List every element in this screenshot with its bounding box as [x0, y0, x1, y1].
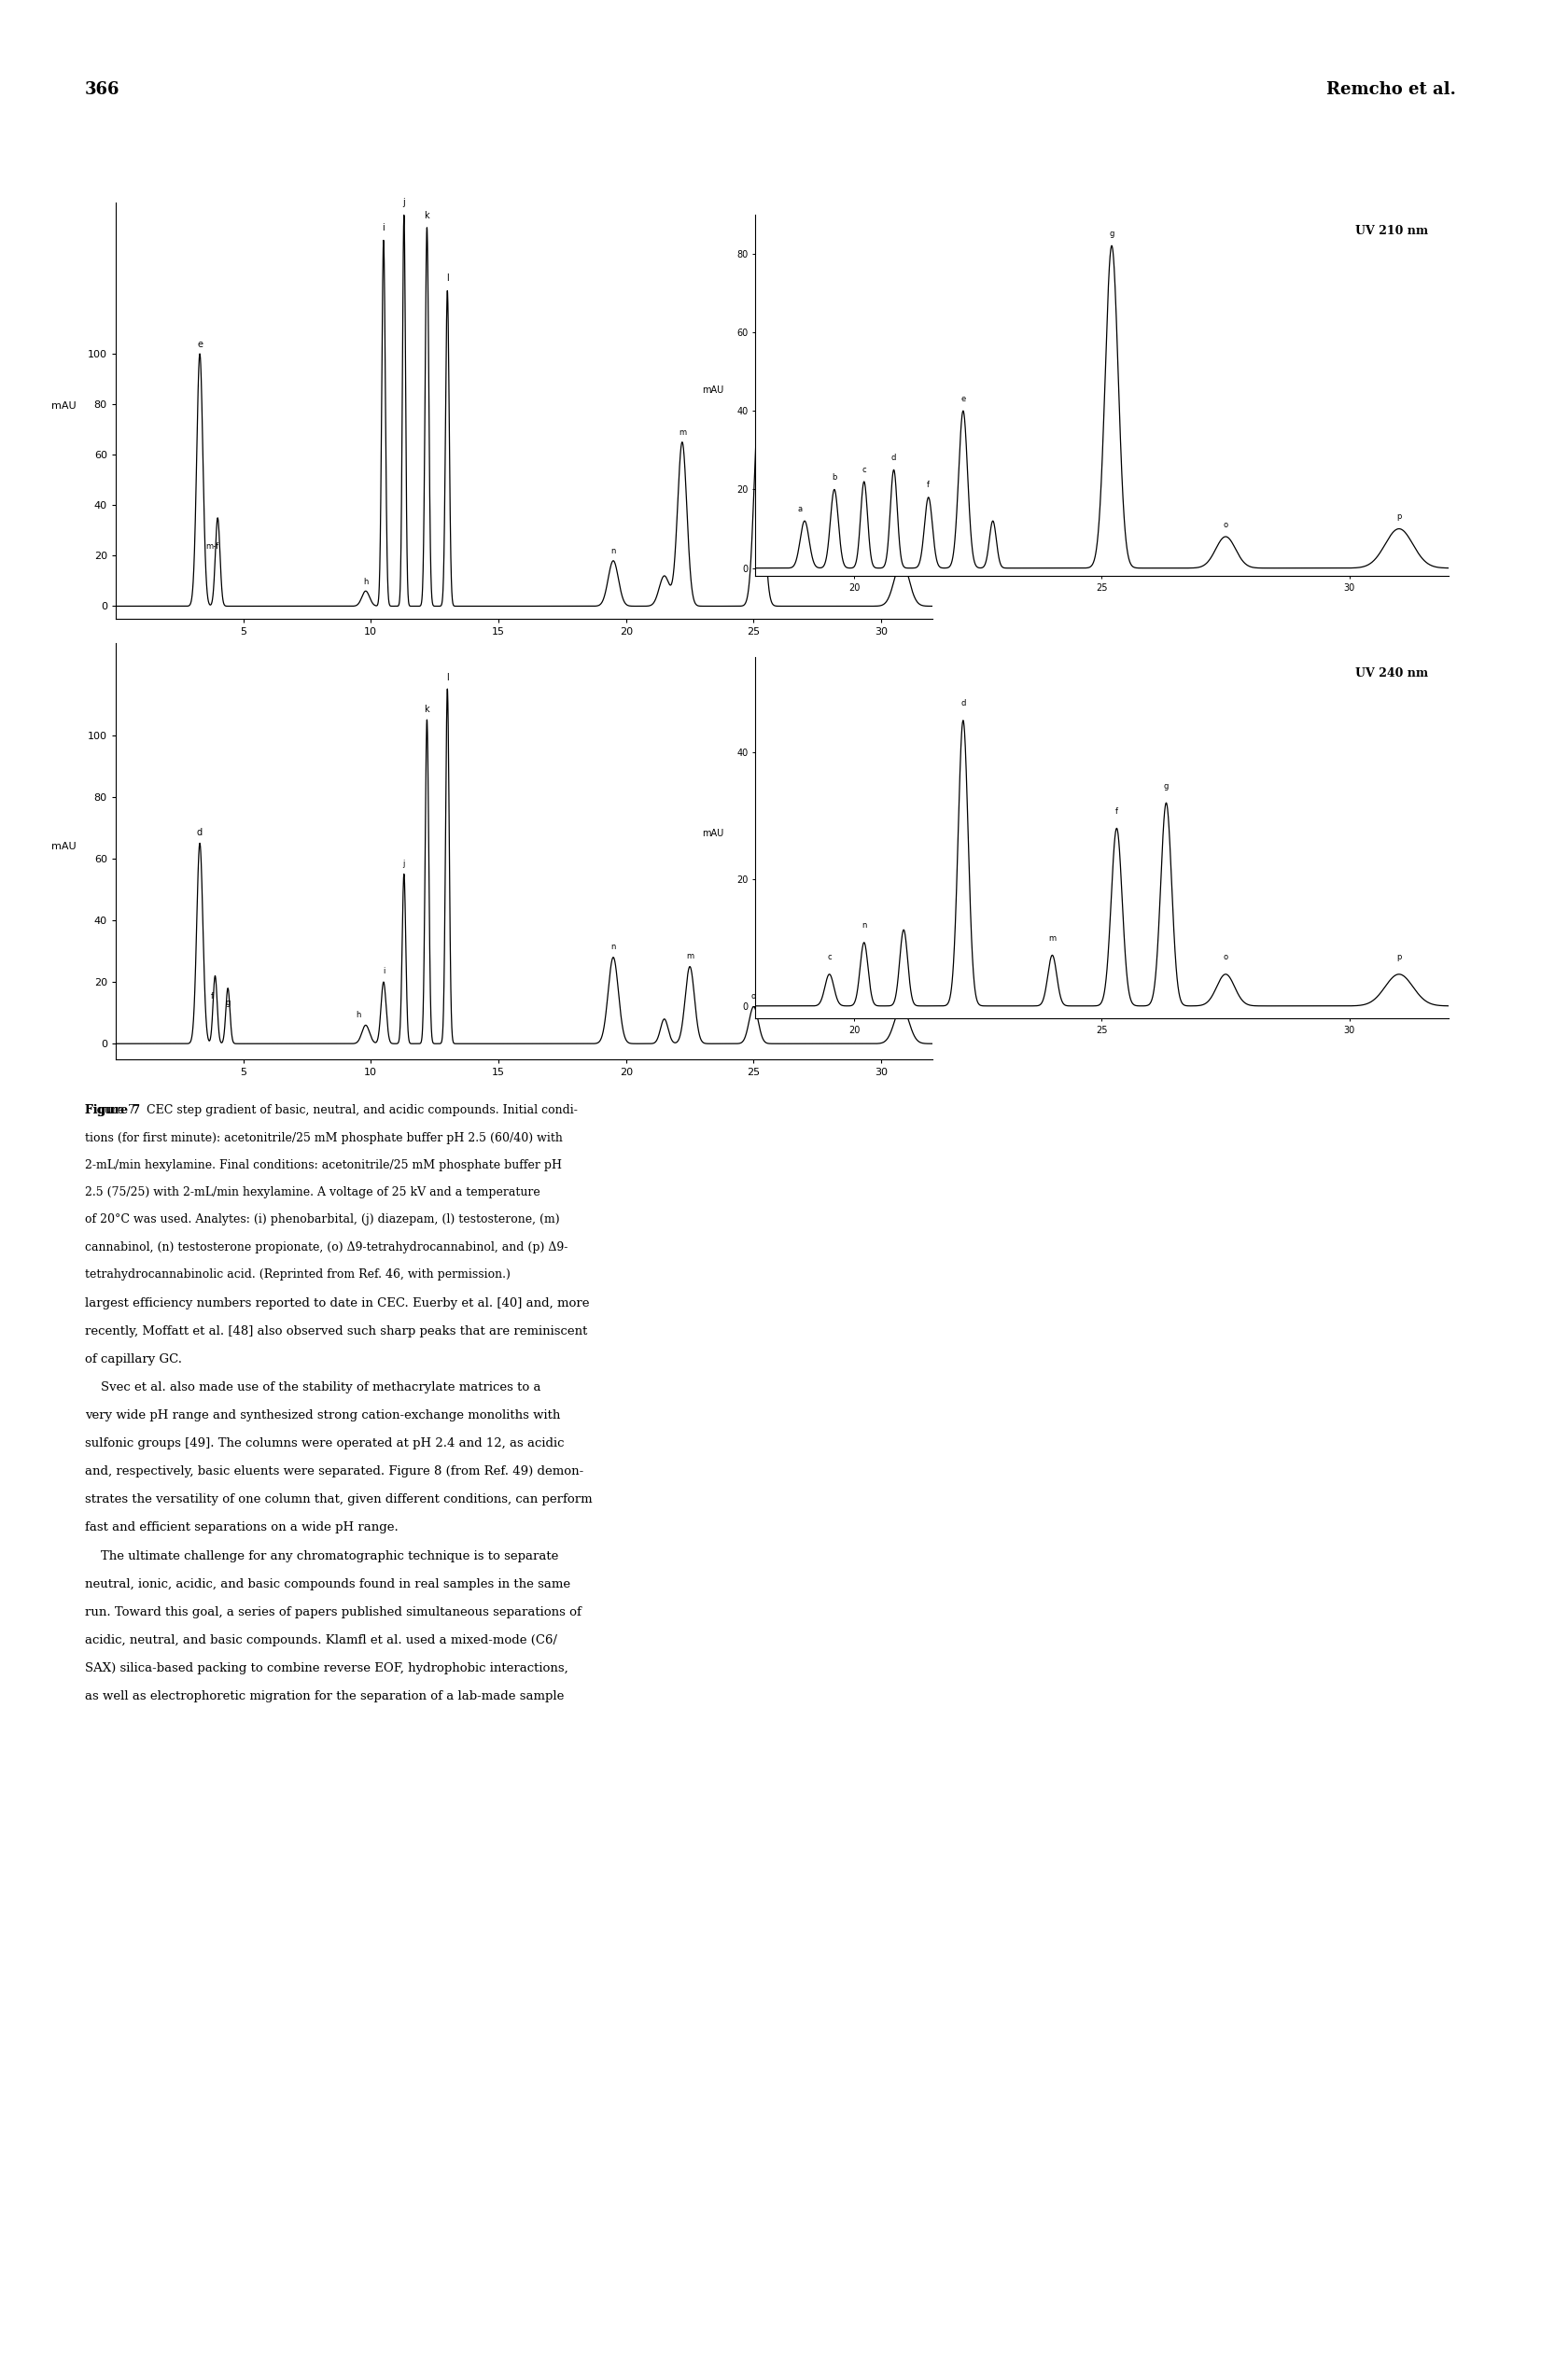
Y-axis label: mAU: mAU: [703, 386, 724, 395]
Text: m: m: [1048, 933, 1056, 942]
Text: UV 210 nm: UV 210 nm: [1355, 226, 1427, 238]
Text: l: l: [445, 274, 448, 283]
Text: fast and efficient separations on a wide pH range.: fast and efficient separations on a wide…: [85, 1521, 398, 1533]
Text: f: f: [211, 992, 214, 1000]
Text: l: l: [445, 674, 448, 683]
Text: n: n: [861, 921, 866, 931]
Text: i: i: [382, 224, 385, 233]
Text: Figure 7: Figure 7: [85, 1104, 140, 1116]
Text: h: h: [356, 1012, 361, 1019]
Text: run. Toward this goal, a series of papers published simultaneous separations of: run. Toward this goal, a series of paper…: [85, 1606, 581, 1618]
Text: n: n: [610, 547, 616, 555]
Text: j: j: [402, 859, 405, 869]
Text: i: i: [382, 966, 385, 976]
Text: j: j: [402, 198, 405, 207]
Text: 2.5 (75/25) with 2-mL/min hexylamine. A voltage of 25 kV and a temperature: 2.5 (75/25) with 2-mL/min hexylamine. A …: [85, 1188, 539, 1200]
Text: p: p: [1396, 952, 1401, 962]
Text: acidic, neutral, and basic compounds. Klamfl et al. used a mixed-mode (C6/: acidic, neutral, and basic compounds. Kl…: [85, 1635, 556, 1647]
Text: The ultimate challenge for any chromatographic technique is to separate: The ultimate challenge for any chromatog…: [85, 1549, 558, 1561]
Text: k: k: [424, 704, 430, 714]
Text: a: a: [797, 505, 801, 514]
Text: sulfonic groups [49]. The columns were operated at pH 2.4 and 12, as acidic: sulfonic groups [49]. The columns were o…: [85, 1438, 564, 1449]
Text: n: n: [610, 942, 616, 952]
Text: strates the versatility of one column that, given different conditions, can perf: strates the versatility of one column th…: [85, 1495, 592, 1507]
Text: tetrahydrocannabinolic acid. (Reprinted from Ref. 46, with permission.): tetrahydrocannabinolic acid. (Reprinted …: [85, 1269, 510, 1280]
Text: g: g: [1163, 781, 1168, 790]
Text: neutral, ionic, acidic, and basic compounds found in real samples in the same: neutral, ionic, acidic, and basic compou…: [85, 1578, 570, 1590]
Text: as well as electrophoretic migration for the separation of a lab-made sample: as well as electrophoretic migration for…: [85, 1690, 564, 1702]
Text: recently, Moffatt et al. [48] also observed such sharp peaks that are reminiscen: recently, Moffatt et al. [48] also obser…: [85, 1326, 587, 1338]
Text: m-f: m-f: [206, 543, 219, 550]
Text: c: c: [861, 466, 866, 474]
Text: Figure 7   CEC step gradient of basic, neutral, and acidic compounds. Initial co: Figure 7 CEC step gradient of basic, neu…: [85, 1104, 578, 1116]
Text: tions (for first minute): acetonitrile/25 mM phosphate buffer pH 2.5 (60/40) wit: tions (for first minute): acetonitrile/2…: [85, 1130, 562, 1145]
Y-axis label: mAU: mAU: [52, 402, 77, 409]
Text: UV 240 nm: UV 240 nm: [1355, 669, 1427, 681]
Text: e: e: [960, 395, 966, 402]
Text: c: c: [828, 952, 832, 962]
Text: and, respectively, basic eluents were separated. Figure 8 (from Ref. 49) demon-: and, respectively, basic eluents were se…: [85, 1466, 584, 1478]
Text: 2-mL/min hexylamine. Final conditions: acetonitrile/25 mM phosphate buffer pH: 2-mL/min hexylamine. Final conditions: a…: [85, 1159, 562, 1171]
Text: cannabinol, (n) testosterone propionate, (o) Δ9-tetrahydrocannabinol, and (p) Δ9: cannabinol, (n) testosterone propionate,…: [85, 1242, 567, 1254]
Text: k: k: [424, 212, 430, 219]
Text: o: o: [752, 992, 757, 1000]
Y-axis label: mAU: mAU: [703, 828, 724, 838]
Text: g: g: [225, 997, 231, 1007]
Text: o: o: [1224, 952, 1228, 962]
Text: m: m: [678, 428, 686, 438]
Text: of 20°C was used. Analytes: (i) phenobarbital, (j) diazepam, (l) testosterone, (: of 20°C was used. Analytes: (i) phenobar…: [85, 1214, 559, 1226]
Text: Svec et al. also made use of the stability of methacrylate matrices to a: Svec et al. also made use of the stabili…: [85, 1380, 541, 1392]
Text: p: p: [898, 992, 905, 1000]
Text: Remcho et al.: Remcho et al.: [1327, 81, 1456, 98]
Text: largest efficiency numbers reported to date in CEC. Euerby et al. [40] and, more: largest efficiency numbers reported to d…: [85, 1297, 589, 1309]
Text: p: p: [1396, 512, 1401, 521]
Text: 366: 366: [85, 81, 120, 98]
Text: d: d: [960, 700, 966, 707]
Y-axis label: mAU: mAU: [52, 843, 77, 852]
Text: e: e: [197, 340, 202, 350]
Text: of capillary GC.: of capillary GC.: [85, 1354, 182, 1366]
Text: f: f: [1116, 807, 1119, 816]
Text: d: d: [197, 828, 203, 838]
Text: o: o: [1224, 521, 1228, 528]
Text: f: f: [928, 481, 929, 490]
Text: b: b: [832, 474, 837, 481]
Text: m: m: [686, 952, 693, 962]
Text: d: d: [891, 455, 897, 462]
Text: h: h: [364, 578, 368, 585]
Text: very wide pH range and synthesized strong cation-exchange monoliths with: very wide pH range and synthesized stron…: [85, 1409, 561, 1421]
Text: g: g: [1110, 228, 1114, 238]
Text: p: p: [898, 547, 905, 555]
Text: SAX) silica-based packing to combine reverse EOF, hydrophobic interactions,: SAX) silica-based packing to combine rev…: [85, 1661, 569, 1673]
